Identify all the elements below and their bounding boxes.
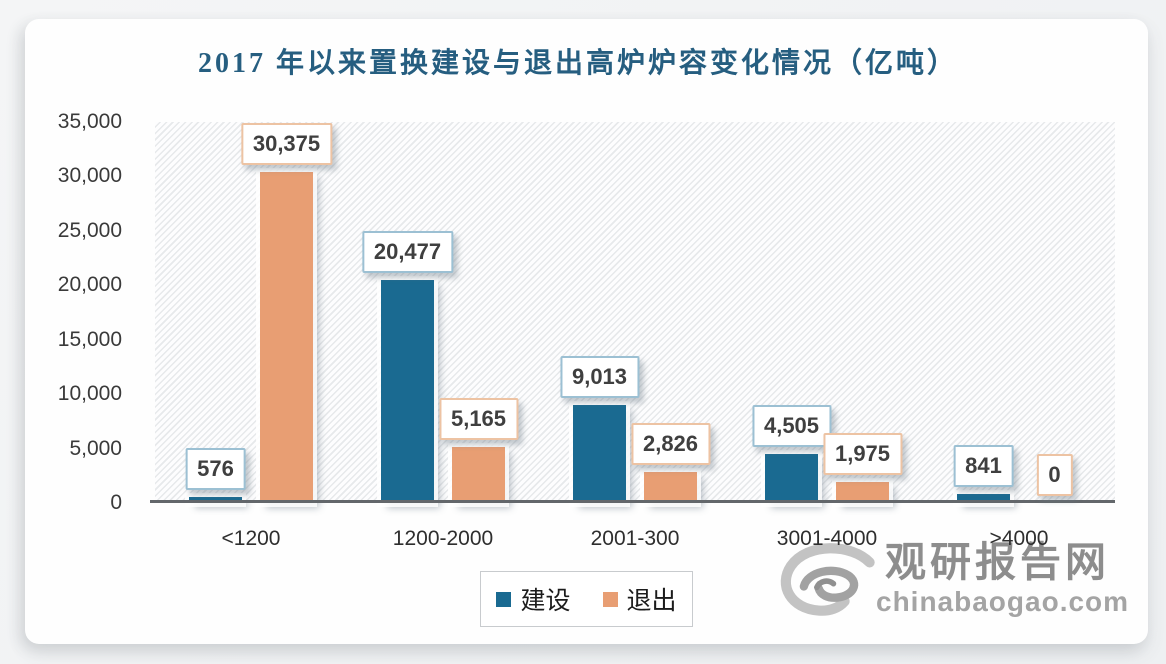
- data-label-exit-3: 1,975: [822, 433, 903, 475]
- x-tick-label: >4000: [989, 527, 1049, 550]
- data-label-construction-2: 9,013: [559, 356, 640, 398]
- data-label-construction-4: 841: [953, 445, 1014, 487]
- x-tick-label: 1200-2000: [392, 527, 494, 550]
- bar-exit-0: [260, 172, 313, 503]
- data-label-construction-1: 20,477: [361, 231, 454, 273]
- legend-label-exit: 退出: [626, 588, 677, 615]
- legend-item-construction: 建设: [496, 581, 571, 617]
- watermark-brand: 观研报告网: [885, 539, 1110, 585]
- y-tick-label: 35,000: [57, 110, 122, 133]
- data-label-construction-3: 4,505: [751, 405, 832, 447]
- bar-exit-2: [644, 472, 697, 503]
- watermark-domain: chinabaogao.com: [876, 586, 1130, 617]
- chart-title: 2017 年以来置换建设与退出高炉炉容变化情况（亿吨）: [197, 48, 958, 79]
- legend-swatch-construction-icon: [496, 591, 512, 607]
- legend-swatch-exit-icon: [602, 591, 618, 607]
- y-tick-label: 0: [110, 491, 122, 514]
- y-tick-label: 15,000: [57, 327, 122, 351]
- y-tick-label: 20,000: [57, 273, 122, 297]
- data-label-exit-0: 30,375: [240, 123, 333, 165]
- x-tick-label: 2001-300: [590, 527, 680, 550]
- x-tick-label: <1200: [221, 527, 281, 550]
- bar-exit-3: [836, 482, 889, 503]
- watermark-swirl-logo-icon: [780, 543, 875, 616]
- x-axis-line: [150, 500, 1115, 503]
- data-label-construction-0: 576: [185, 448, 246, 490]
- data-label-exit-1: 5,165: [438, 398, 519, 440]
- legend-label-construction: 建设: [520, 588, 571, 615]
- y-tick-label: 25,000: [57, 218, 122, 242]
- bar-construction-2: [573, 405, 626, 503]
- y-tick-label: 10,000: [57, 382, 122, 406]
- legend-item-exit: 退出: [602, 581, 677, 617]
- y-tick-label: 5,000: [69, 436, 122, 460]
- data-label-exit-4: 0: [1036, 454, 1073, 496]
- x-tick-label: 3001-4000: [776, 527, 878, 550]
- bar-construction-1: [381, 280, 434, 503]
- data-label-exit-2: 2,826: [630, 423, 711, 465]
- bar-construction-4: [957, 494, 1010, 503]
- watermark: 观研报告网 chinabaogao.com: [775, 536, 1135, 636]
- bar-exit-1: [452, 447, 505, 503]
- y-tick-label: 30,000: [57, 164, 122, 188]
- legend: 建设 退出: [480, 571, 693, 627]
- bar-construction-3: [765, 454, 818, 503]
